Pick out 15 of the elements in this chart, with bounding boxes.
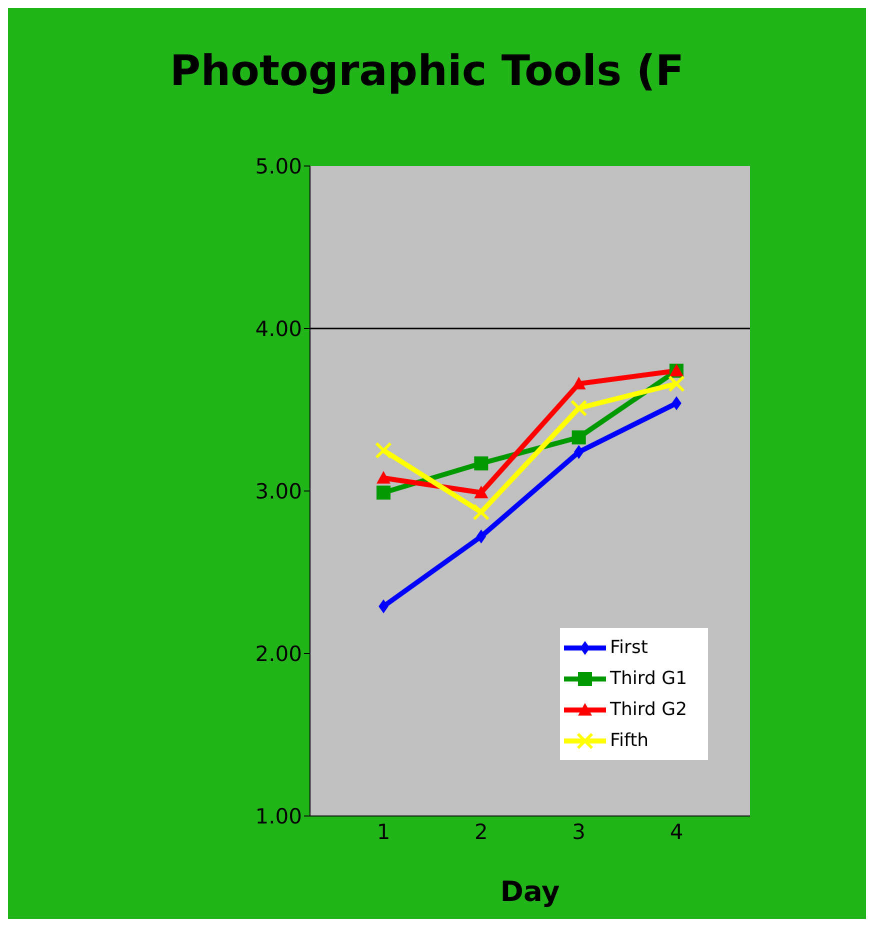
- chart-title: Photographic Tools (F: [168, 46, 686, 95]
- legend-label: Fifth: [610, 728, 649, 752]
- y-tick-label: 2.00: [255, 642, 302, 666]
- y-tick-label: 4.00: [255, 316, 302, 341]
- legend-label: Third G2: [610, 698, 688, 722]
- legend-label: Third G1: [610, 666, 688, 690]
- x-axis-title: Day: [500, 875, 560, 908]
- y-tick-label: 5.00: [255, 154, 302, 178]
- y-tick-label: 3.00: [255, 479, 302, 504]
- x-tick-label: 1: [376, 820, 390, 844]
- x-tick-label: 4: [670, 820, 684, 844]
- y-tick-label: 1.00: [255, 804, 302, 828]
- x-tick-label: 2: [474, 820, 488, 844]
- x-tick-label: 3: [572, 820, 586, 844]
- legend-label: First: [610, 636, 648, 660]
